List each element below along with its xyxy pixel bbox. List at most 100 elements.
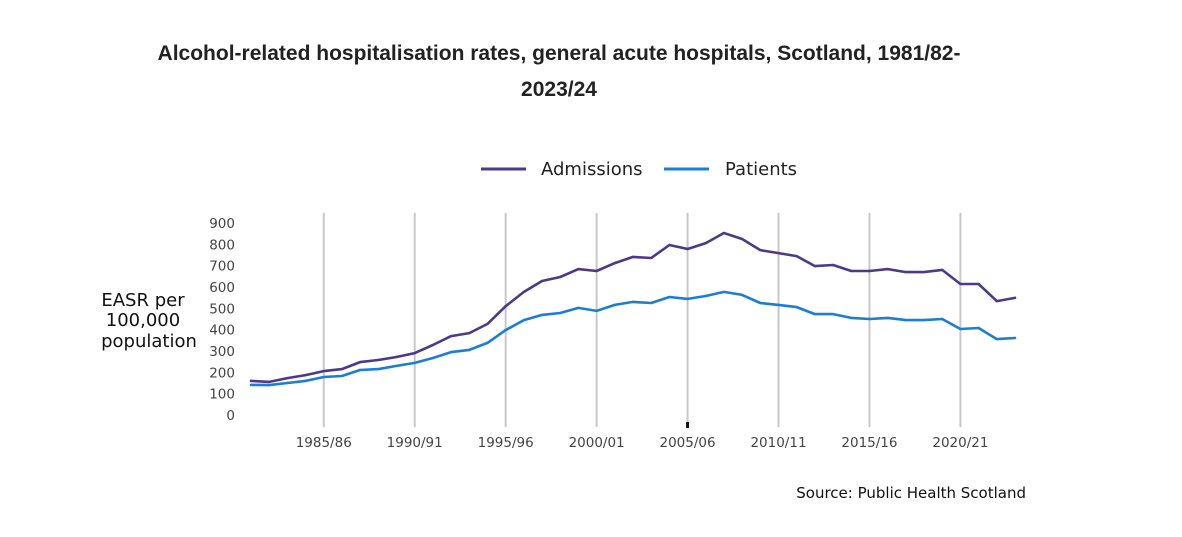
x-tick-label: 2000/01 (569, 435, 625, 451)
y-tick-label: 400 (209, 323, 235, 339)
data-point-patients (249, 383, 253, 387)
data-point-admissions (995, 299, 998, 303)
data-point-patients (868, 317, 871, 321)
data-point-patients (795, 305, 798, 309)
data-point-patients (649, 301, 653, 305)
data-point-patients (377, 367, 380, 371)
data-point-admissions (486, 322, 489, 326)
data-point-patients (886, 316, 889, 320)
data-point-admissions (304, 373, 307, 377)
data-point-admissions (941, 268, 944, 272)
data-point-patients (522, 318, 526, 322)
data-point-admissions (540, 279, 544, 283)
data-point-admissions (613, 261, 616, 265)
data-point-patients (1013, 336, 1017, 340)
y-axis-label: EASR per 100,000 population (101, 290, 197, 352)
data-point-admissions (395, 355, 398, 359)
data-point-patients (267, 383, 271, 387)
x-axis-ticks: 1985/86 1990/91 1995/96 2000/01 2005/06 2010/… (296, 422, 988, 451)
data-point-patients (395, 364, 398, 368)
source-note: Source: Public Health Scotland (796, 484, 1026, 502)
data-point-patients (740, 293, 744, 297)
data-point-admissions (322, 369, 325, 373)
y-tick-label: 300 (209, 344, 235, 360)
data-point-admissions (377, 358, 380, 362)
data-point-admissions (886, 267, 889, 271)
data-point-admissions (922, 270, 926, 274)
y-tick-label: 900 (209, 216, 235, 232)
data-point-admissions (577, 267, 580, 271)
data-point-admissions (595, 269, 598, 273)
data-point-admissions (831, 263, 835, 267)
gridlines (322, 213, 962, 427)
data-point-patients (559, 311, 562, 315)
data-point-admissions (777, 251, 780, 255)
data-point-patients (504, 328, 507, 332)
legend-label-patients: Patients (725, 159, 797, 180)
data-point-patients (722, 290, 726, 294)
data-point-patients (704, 294, 707, 298)
data-point-patients (540, 313, 544, 317)
data-point-patients (686, 297, 689, 301)
x-tick-label: 2020/21 (932, 435, 988, 451)
y-tick-label: 0 (226, 408, 235, 424)
data-point-admissions (850, 269, 853, 273)
chart-title-line-1: Alcohol-related hospitalisation rates, g… (157, 42, 961, 65)
data-point-patients (613, 303, 616, 307)
y-tick-label: 100 (209, 387, 235, 403)
data-point-admissions (668, 243, 671, 247)
data-point-patients (449, 350, 453, 354)
data-point-patients (777, 303, 780, 307)
data-point-patients (977, 326, 980, 330)
x-tick-label: 2005/06 (660, 435, 716, 451)
x-tick-label: 1995/96 (478, 435, 534, 451)
data-point-patients (941, 317, 944, 321)
y-axis-ticks: 0 100 200 300 400 500 600 700 800 900 (209, 216, 235, 424)
y-axis-label-line-1: EASR per (101, 290, 185, 311)
x-tick-label: 1990/91 (387, 435, 443, 451)
data-point-patients (413, 361, 416, 365)
data-point-admissions (522, 290, 526, 294)
data-point-patients (959, 327, 962, 331)
data-point-patients (813, 312, 817, 316)
series-lines (249, 231, 1017, 387)
data-point-admissions (722, 231, 726, 235)
data-point-admissions (813, 264, 817, 268)
data-point-patients (322, 375, 325, 379)
series-line-admissions (249, 231, 1017, 384)
data-point-admissions (959, 282, 962, 286)
data-point-admissions (559, 275, 562, 279)
data-point-admissions (468, 331, 471, 335)
data-point-patients (995, 337, 998, 341)
data-point-admissions (977, 282, 980, 286)
data-point-patients (577, 306, 580, 310)
data-point-admissions (413, 351, 416, 355)
x-tick-label: 1985/86 (296, 435, 352, 451)
data-point-patients (340, 374, 344, 378)
data-point-patients (595, 309, 598, 313)
data-point-admissions (1013, 296, 1017, 300)
x-tick-label: 2015/16 (841, 435, 897, 451)
data-point-admissions (704, 241, 707, 245)
data-point-patients (922, 318, 926, 322)
data-point-admissions (759, 248, 762, 252)
y-axis-label-line-3: population (101, 331, 197, 352)
data-point-patients (904, 318, 908, 322)
data-point-admissions (740, 237, 744, 241)
data-point-admissions (504, 305, 507, 308)
data-point-admissions (649, 256, 653, 260)
chart-title: Alcohol-related hospitalisation rates, g… (0, 36, 1118, 108)
y-tick-label: 700 (209, 259, 235, 275)
data-point-admissions (631, 255, 635, 259)
y-axis-label-line-2: 100,000 (106, 310, 180, 331)
data-point-patients (486, 341, 489, 345)
data-point-patients (831, 312, 835, 316)
data-point-admissions (686, 247, 689, 251)
legend: Admissions Patients (481, 159, 797, 180)
chart-title-line-2: 2023/24 (521, 78, 597, 101)
data-point-patients (668, 295, 671, 299)
data-point-admissions (358, 360, 362, 364)
data-point-patients (759, 301, 762, 305)
y-tick-label: 600 (209, 280, 235, 296)
